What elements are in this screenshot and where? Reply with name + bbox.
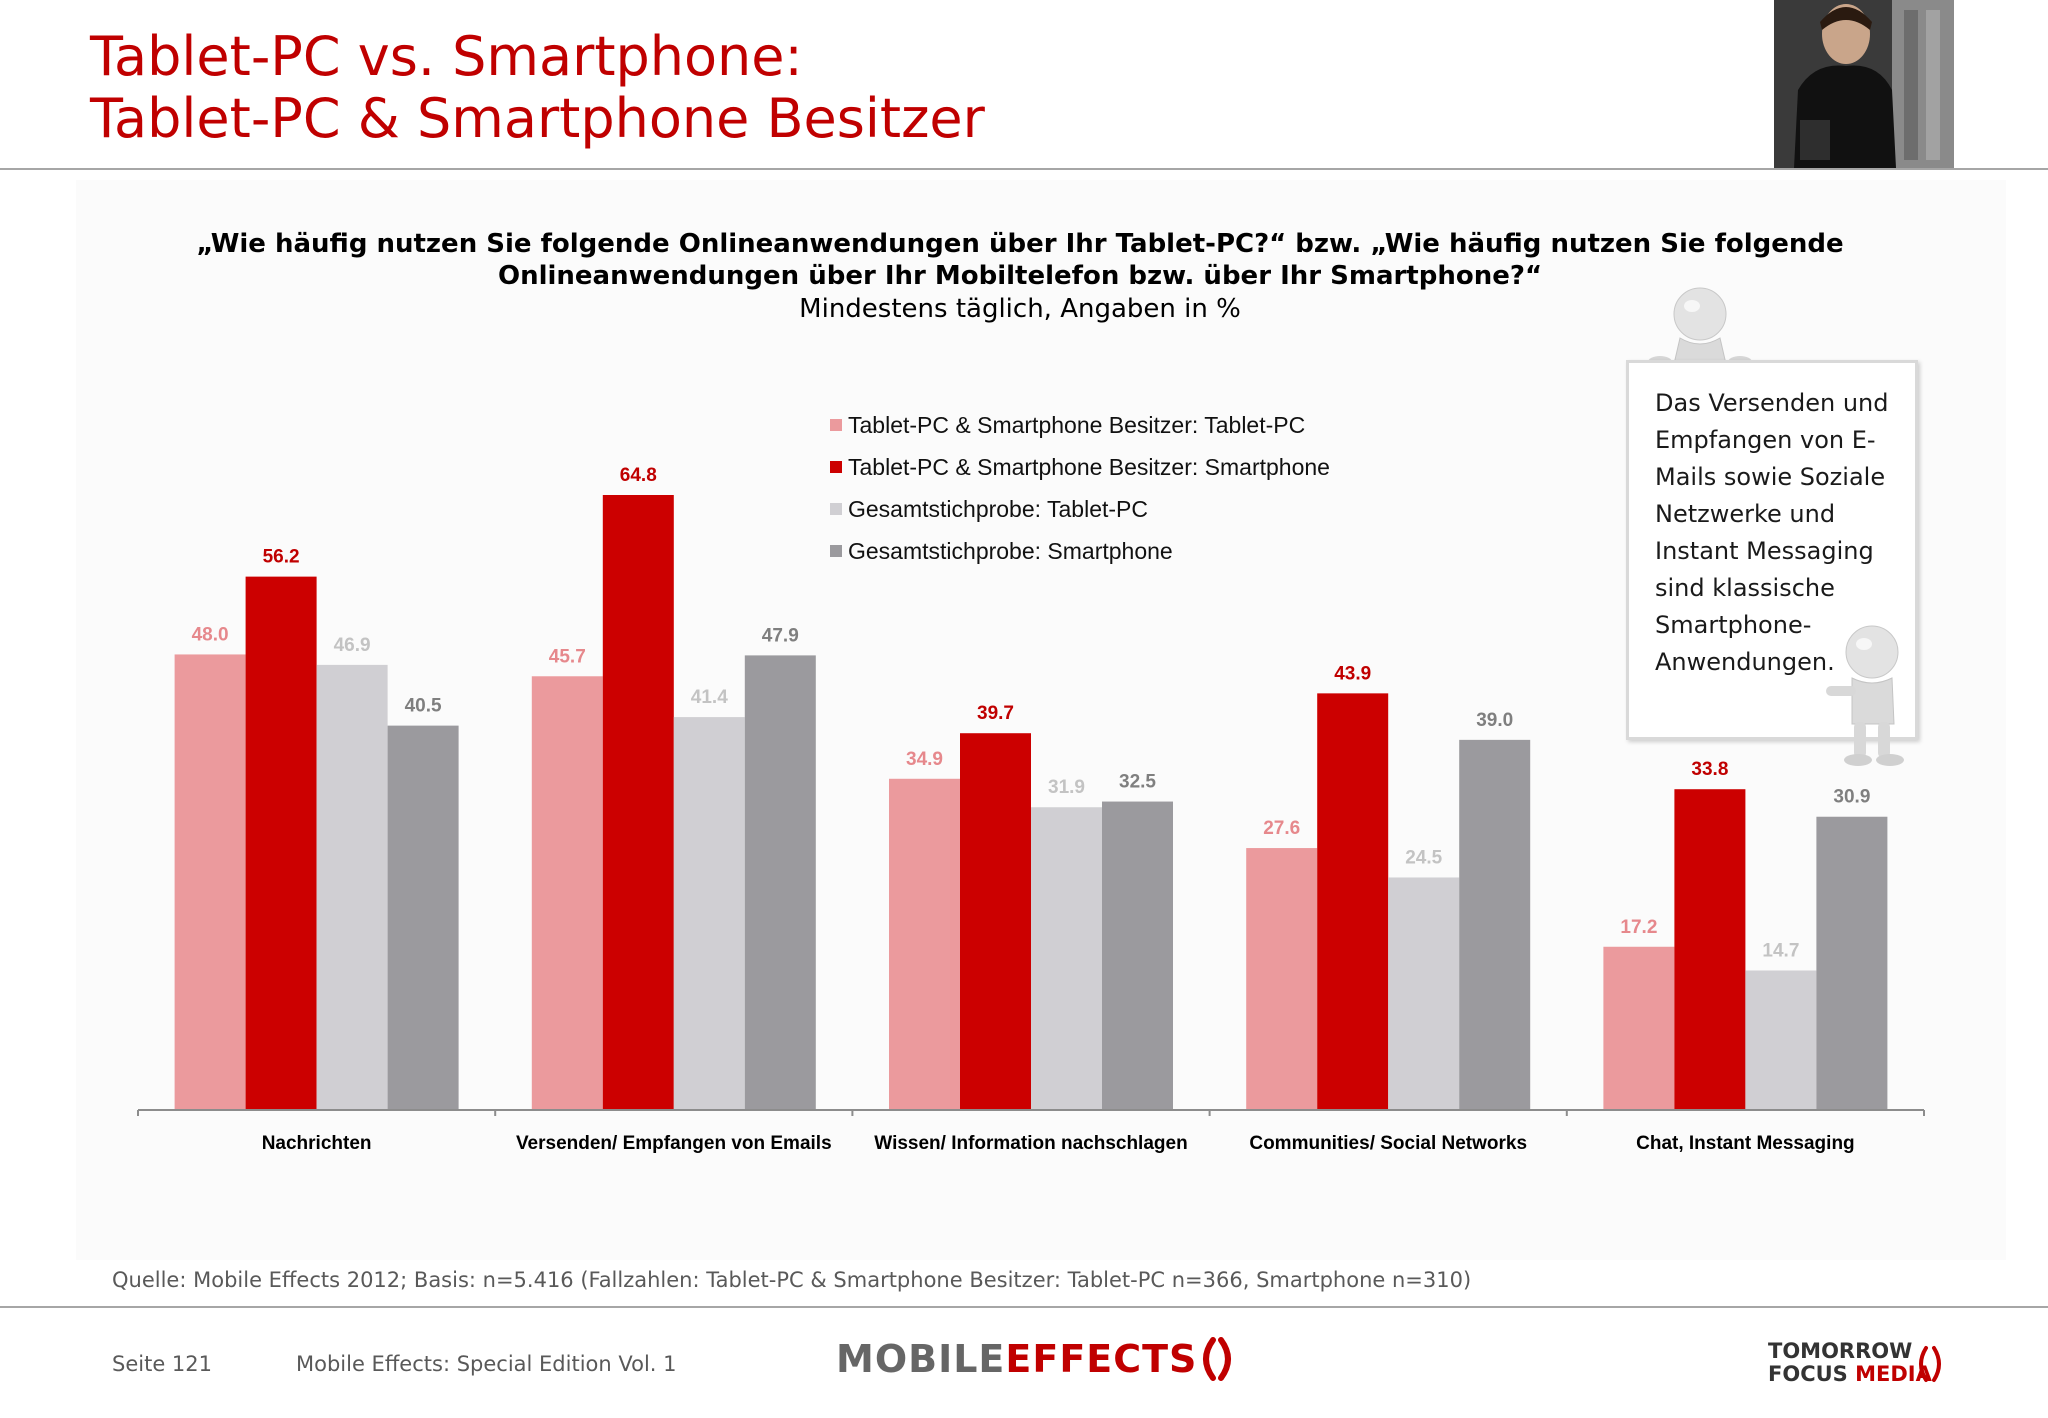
mobile-effects-logo: MOBILE EFFECTS — [836, 1336, 1237, 1382]
source-note: Quelle: Mobile Effects 2012; Basis: n=5.… — [112, 1268, 1472, 1292]
chart-subtitle: Mindestens täglich, Angaben in % — [799, 294, 1241, 324]
logo-tfm-media: MEDIA — [1855, 1362, 1932, 1386]
bar — [602, 495, 674, 1110]
data-label: 41.4 — [691, 687, 728, 708]
data-label: 48.0 — [192, 624, 229, 645]
data-label: 45.7 — [549, 646, 586, 667]
survey-question: „Wie häufig nutzen Sie folgende Onlinean… — [120, 228, 1920, 292]
chart-legend: Tablet-PC & Smartphone Besitzer: Tablet-… — [830, 404, 1330, 572]
bar — [1603, 946, 1675, 1110]
logo-bracket-icon — [1203, 1337, 1232, 1381]
data-label: 43.9 — [1334, 663, 1371, 684]
bar — [174, 654, 246, 1110]
data-label: 64.8 — [620, 465, 657, 486]
logo-word-effects: EFFECTS — [1005, 1337, 1198, 1381]
bar — [245, 576, 317, 1110]
edition-label: Mobile Effects: Special Edition Vol. 1 — [296, 1352, 677, 1376]
legend-swatch — [830, 503, 842, 515]
legend-item: Gesamtstichprobe: Smartphone — [830, 530, 1330, 572]
legend-swatch — [830, 545, 842, 557]
bar — [1816, 816, 1888, 1110]
legend-label: Gesamtstichprobe: Tablet-PC — [848, 495, 1148, 522]
bar — [1674, 789, 1746, 1110]
question-line-1: „Wie häufig nutzen Sie folgende Onlinean… — [196, 229, 1844, 259]
bar — [1459, 739, 1531, 1110]
data-label: 31.9 — [1048, 777, 1085, 798]
data-label: 30.9 — [1833, 787, 1870, 808]
bar — [387, 725, 459, 1110]
category-label: Versenden/ Empfangen von Emails — [516, 1133, 832, 1154]
legend-label: Tablet-PC & Smartphone Besitzer: Tablet-… — [848, 411, 1306, 438]
tomorrow-focus-media-logo: TOMORROW FOCUS MEDIA — [1768, 1339, 1941, 1386]
bar — [960, 733, 1031, 1110]
callout-text: Das Versenden und Empfangen von E-Mails … — [1655, 389, 1889, 676]
page-title: Tablet-PC vs. Smartphone: Tablet-PC & Sm… — [90, 26, 985, 150]
page-number: Seite 121 — [112, 1352, 212, 1376]
bar — [1745, 970, 1817, 1110]
data-label: 17.2 — [1620, 917, 1657, 938]
legend-label: Gesamtstichprobe: Smartphone — [848, 537, 1173, 564]
logo-tfm-bracket-icon — [1919, 1346, 1941, 1382]
bar — [1388, 877, 1460, 1110]
data-label: 14.7 — [1762, 940, 1799, 961]
header-photo — [1774, 0, 1954, 168]
data-label: 39.7 — [977, 703, 1014, 724]
data-label: 56.2 — [263, 547, 300, 568]
bar — [673, 717, 745, 1110]
question-line-2: Onlineanwendungen über Ihr Mobiltelefon … — [497, 261, 1543, 291]
bar — [531, 676, 603, 1110]
category-label: Wissen/ Information nachschlagen — [874, 1133, 1187, 1154]
logo-tfm-line1: TOMORROW — [1768, 1339, 1913, 1363]
legend-item: Gesamtstichprobe: Tablet-PC — [830, 488, 1330, 530]
logo-word-mobile: MOBILE — [836, 1337, 1006, 1381]
legend-item: Tablet-PC & Smartphone Besitzer: Smartph… — [830, 446, 1330, 488]
data-label: 27.6 — [1263, 818, 1300, 839]
figure-pushing-illustration — [1826, 625, 1904, 766]
title-line-2: Tablet-PC & Smartphone Besitzer — [90, 87, 985, 150]
bar — [744, 655, 816, 1110]
data-label: 46.9 — [334, 635, 371, 656]
bar — [316, 664, 388, 1110]
callout-box: Das Versenden und Empfangen von E-Mails … — [1626, 360, 1918, 740]
footer-divider — [0, 1306, 2048, 1308]
legend-label: Tablet-PC & Smartphone Besitzer: Smartph… — [848, 453, 1330, 480]
data-label: 40.5 — [405, 696, 442, 717]
title-line-1: Tablet-PC vs. Smartphone: — [90, 25, 803, 88]
category-label: Nachrichten — [262, 1133, 372, 1154]
data-label: 34.9 — [906, 749, 943, 770]
data-label: 33.8 — [1691, 759, 1728, 780]
bar — [1317, 693, 1389, 1110]
legend-item: Tablet-PC & Smartphone Besitzer: Tablet-… — [830, 404, 1330, 446]
data-label: 47.9 — [762, 625, 799, 646]
category-label: Chat, Instant Messaging — [1636, 1133, 1855, 1154]
bar — [889, 778, 960, 1110]
data-label: 39.0 — [1476, 710, 1513, 731]
logo-tfm-focus: FOCUS — [1768, 1362, 1848, 1386]
bar — [1246, 848, 1318, 1110]
data-label: 32.5 — [1119, 772, 1156, 793]
bar — [1031, 807, 1102, 1110]
legend-swatch — [830, 461, 842, 473]
data-label: 24.5 — [1405, 847, 1442, 868]
legend-swatch — [830, 419, 842, 431]
header-divider — [0, 168, 2048, 170]
bar — [1102, 801, 1173, 1110]
category-label: Communities/ Social Networks — [1249, 1133, 1527, 1154]
